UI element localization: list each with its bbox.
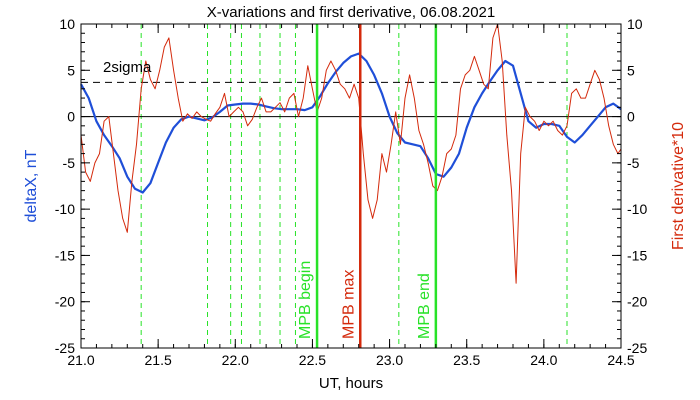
x-tick-label: 23.5 [453, 352, 480, 368]
y-left-tick-label: 10 [59, 16, 75, 32]
threshold-label: 2sigma [103, 59, 152, 76]
plot-frame [80, 23, 622, 349]
x-tick-label: 22.5 [299, 352, 326, 368]
y-right-tick-label: -20 [627, 294, 647, 310]
y-right-tick-label: 5 [627, 62, 635, 78]
y-axis-right-label: First derivative*10 [670, 122, 687, 250]
reference-lines [81, 24, 621, 348]
y-axis-left-label: deltaX, nT [23, 149, 40, 222]
y-left-tick-label: 5 [67, 62, 75, 78]
y-left-tick-label: 0 [67, 109, 75, 125]
derivative-series-line [80, 23, 622, 284]
x-tick-label: 23.0 [376, 352, 403, 368]
y-left-tick-label: -15 [55, 247, 75, 263]
event-label: MPB begin [297, 261, 314, 339]
deltax-series-line [80, 52, 622, 194]
x-tick-label: 22.0 [222, 352, 249, 368]
y-left-tick-label: -10 [55, 201, 75, 217]
x-axis-label: UT, hours [319, 375, 383, 392]
event-label: MPB max [340, 270, 357, 339]
y-right-tick-label: -5 [627, 155, 640, 171]
y-right-tick-label: -25 [627, 340, 647, 356]
axes: 21.0 21.5 22.0 22.5 23.0 23.5 24.0 24.5 10 10 5 5 0 0… [55, 16, 648, 368]
series-layer [80, 23, 622, 284]
y-right-tick-label: -10 [627, 201, 647, 217]
x-tick-label: 24.0 [530, 352, 557, 368]
x-tick-label: 21.5 [145, 352, 172, 368]
y-right-tick-label: 0 [627, 109, 635, 125]
y-right-tick-label: 10 [627, 16, 643, 32]
chart-title: X-variations and first derivative, 06.08… [207, 4, 496, 21]
event-label: MPB end [416, 273, 433, 339]
y-right-tick-label: -15 [627, 247, 647, 263]
x-tick-label: 24.5 [607, 352, 634, 368]
y-left-tick-label: -20 [55, 294, 75, 310]
y-left-tick-label: -5 [63, 155, 76, 171]
event-markers: MPB begin MPB max MPB end [297, 24, 438, 348]
x-tick-label: 21.0 [67, 352, 94, 368]
y-left-tick-label: -25 [55, 340, 75, 356]
